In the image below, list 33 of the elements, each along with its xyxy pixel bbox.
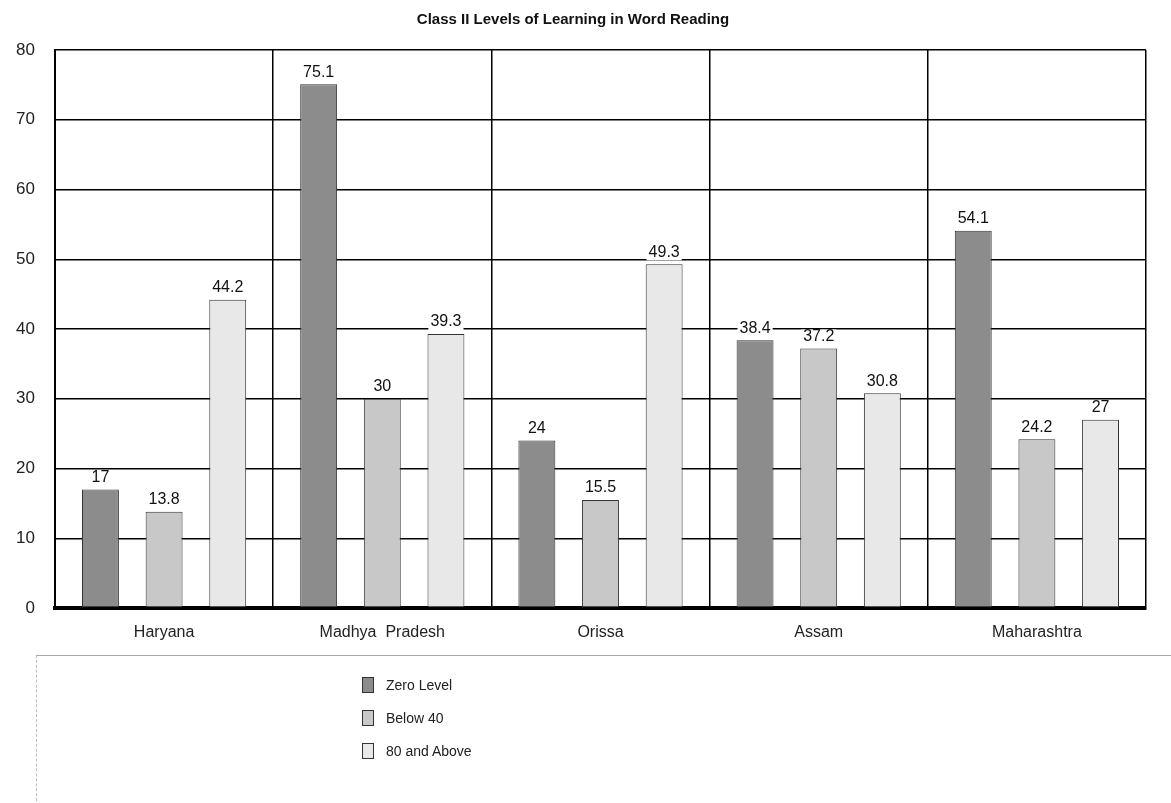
data-label: 13.8: [148, 490, 180, 508]
data-label: 75.1: [303, 62, 335, 80]
data-label: 54.1: [957, 209, 989, 227]
x-tick-label: Assam: [794, 623, 844, 641]
data-label: 30: [373, 377, 392, 395]
y-tick-label: 10: [16, 527, 35, 547]
x-tick-label: Maharashtra: [991, 623, 1082, 641]
data-label: 27: [1091, 398, 1110, 416]
y-tick-label: 0: [25, 597, 35, 617]
y-tick-label: 30: [16, 388, 35, 408]
y-tick-label: 50: [16, 248, 35, 268]
data-label: 24: [527, 419, 546, 437]
data-label: 38.4: [739, 318, 771, 336]
legend-label: Below 40: [386, 709, 444, 726]
data-label: 24.2: [1021, 417, 1053, 435]
data-label: 44.2: [212, 278, 244, 296]
data-label: 15.5: [584, 478, 617, 496]
y-tick-label: 40: [16, 318, 35, 338]
legend-label: 80 and Above: [386, 742, 472, 759]
x-tick-label: Haryana: [133, 623, 195, 641]
data-label: 49.3: [648, 242, 680, 260]
y-tick-label: 80: [16, 39, 35, 59]
data-label: 37.2: [803, 326, 835, 344]
x-tick-label: Madhya Pradesh: [319, 623, 445, 641]
y-tick-label: 70: [16, 109, 35, 129]
data-label: 30.8: [866, 371, 899, 389]
y-tick-label: 20: [16, 458, 35, 478]
data-label: 17: [91, 467, 110, 485]
legend-label: Zero Level: [386, 676, 453, 693]
x-tick-label: Orissa: [577, 623, 624, 641]
chart-title: Class II Levels of Learning in Word Reading: [416, 10, 730, 28]
data-label: 39.3: [430, 312, 462, 330]
y-tick-label: 60: [16, 179, 35, 199]
